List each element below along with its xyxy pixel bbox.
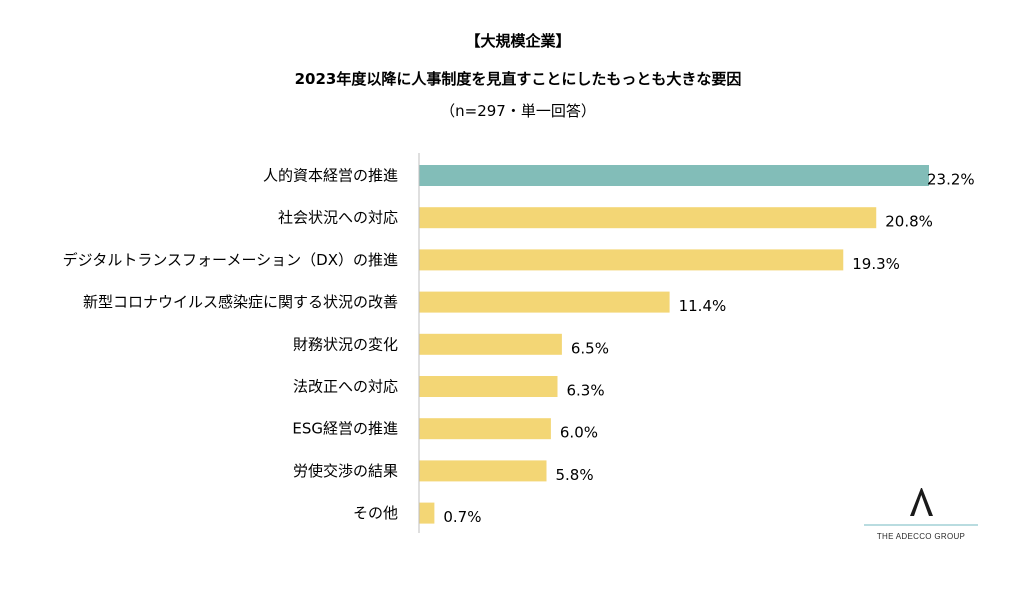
value-label: 6.3% <box>566 382 604 400</box>
value-label: 0.7% <box>443 508 481 526</box>
value-label: 5.8% <box>556 466 594 484</box>
adecco-a-logo-icon <box>864 488 978 526</box>
bars-group: 人的資本経営の推進 23.2% 社会状況への対応 20.8% デジタルトランスフォーメー… <box>63 165 975 526</box>
chart-titles: 【大規模企業】 2023年度以降に人事制度を見直すことにしたもっとも大きな要因 … <box>0 30 1036 122</box>
value-label: 6.0% <box>560 424 598 442</box>
bar <box>419 376 558 397</box>
bar <box>419 502 435 524</box>
bar <box>419 291 670 313</box>
chart-subtitle: （n=297・単一回答） <box>440 102 596 120</box>
category-label: デジタルトランスフォーメーション（DX）の推進 <box>63 251 398 269</box>
value-label: 20.8% <box>885 213 933 231</box>
category-label: 人的資本経営の推進 <box>263 167 398 185</box>
bar <box>419 249 844 271</box>
category-label: 財務状況の変化 <box>293 335 398 353</box>
chart-segment-title: 【大規模企業】 <box>465 32 571 50</box>
category-label: 労使交渉の結果 <box>293 462 398 480</box>
bar <box>419 207 877 229</box>
category-label: 社会状況への対応 <box>278 209 398 227</box>
adecco-logo: THE ADECCO GROUP <box>862 486 980 548</box>
logo-text: THE ADECCO GROUP <box>876 532 966 541</box>
bar <box>419 460 547 482</box>
category-label: ESG経営の推進 <box>292 420 398 438</box>
value-label: 19.3% <box>852 255 900 273</box>
value-label: 6.5% <box>571 339 609 357</box>
value-label: 11.4% <box>679 297 727 315</box>
chart-title: 2023年度以降に人事制度を見直すことにしたもっとも大きな要因 <box>294 70 742 88</box>
category-label: 新型コロナウイルス感染症に関する状況の改善 <box>83 293 398 311</box>
bar <box>419 165 929 186</box>
category-label: 法改正への対応 <box>293 378 398 396</box>
bar <box>419 333 562 355</box>
category-label: その他 <box>353 504 398 522</box>
bar <box>419 418 551 440</box>
value-label: 23.2% <box>927 171 975 189</box>
